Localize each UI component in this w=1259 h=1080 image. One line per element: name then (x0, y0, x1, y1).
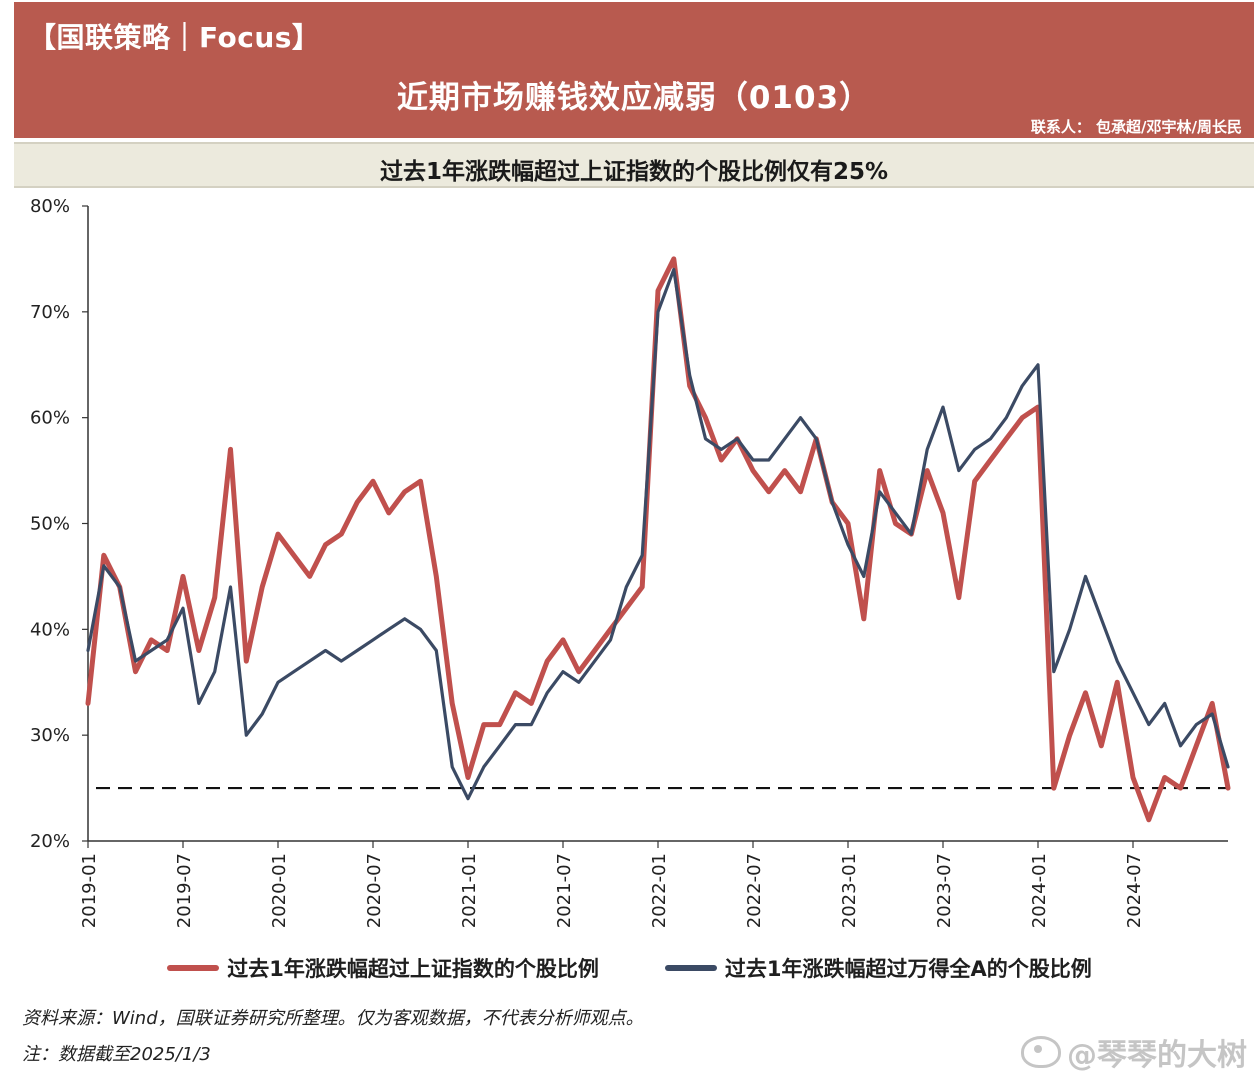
legend-label-shanghai: 过去1年涨跌幅超过上证指数的个股比例 (227, 957, 599, 981)
x-tick-label: 2024-01 (1029, 853, 1050, 928)
y-tick-label: 20% (30, 831, 70, 852)
legend-label-wind-a: 过去1年涨跌幅超过万得全A的个股比例 (724, 957, 1092, 981)
x-tick-label: 2019-07 (174, 853, 195, 928)
y-tick-label: 50% (30, 514, 70, 535)
x-tick-label: 2021-01 (459, 853, 480, 928)
series-line-wind-a (86, 267, 1230, 801)
x-tick-label: 2022-07 (744, 853, 765, 928)
y-tick-label: 30% (30, 725, 70, 746)
x-tick-label: 2024-07 (1124, 853, 1145, 928)
weibo-icon (1021, 1036, 1061, 1068)
watermark-text: @琴琴的大树 (1067, 1038, 1247, 1073)
y-tick-label: 80% (30, 196, 70, 217)
y-tick-label: 70% (30, 302, 70, 323)
chart-axes: 20% 30% 40% 50% 60% 70% 80% 2019-01 2019-07 2020-… (30, 196, 1228, 928)
legend-swatch-red (167, 965, 220, 971)
series-line-shanghai (85, 256, 1231, 823)
x-tick-label: 2020-07 (364, 853, 385, 928)
contact-line: 联系人： 包承超/邓宇林/周长民 (1030, 118, 1242, 136)
report-banner: 【国联策略｜Focus】 近期市场赚钱效应减弱（0103） 联系人： 包承超/邓… (14, 2, 1254, 138)
report-headline: 近期市场赚钱效应减弱（0103） (396, 80, 872, 116)
y-tick-label: 40% (30, 619, 70, 640)
watermark: @琴琴的大树 (1021, 1030, 1247, 1074)
source-note: 资料来源：Wind，国联证券研究所整理。仅为客观数据，不代表分析师观点。 (22, 1008, 644, 1029)
chart-legend: 过去1年涨跌幅超过上证指数的个股比例 过去1年涨跌幅超过万得全A的个股比例 (0, 953, 1259, 983)
x-tick-label: 2022-01 (649, 853, 670, 928)
x-tick-label: 2023-01 (839, 853, 860, 928)
chart-title: 过去1年涨跌幅超过上证指数的个股比例仅有25% (379, 159, 889, 185)
x-tick-label: 2020-01 (269, 853, 290, 928)
x-tick-label: 2019-01 (79, 853, 100, 928)
report-tag: 【国联策略｜Focus】 (28, 21, 321, 54)
date-note: 注：数据截至2025/1/3 (22, 1044, 211, 1065)
legend-item-shanghai: 过去1年涨跌幅超过上证指数的个股比例 (167, 953, 599, 983)
x-tick-label: 2021-07 (554, 853, 575, 928)
legend-swatch-navy (664, 965, 717, 971)
chart-title-bar: 过去1年涨跌幅超过上证指数的个股比例仅有25% (14, 142, 1254, 188)
series-lines (85, 256, 1231, 823)
legend-item-wind-a: 过去1年涨跌幅超过万得全A的个股比例 (664, 953, 1092, 983)
x-tick-label: 2023-07 (934, 853, 955, 928)
line-chart: 20% 30% 40% 50% 60% 70% 80% 2019-01 2019-07 2020-… (30, 196, 1231, 928)
y-tick-label: 60% (30, 408, 70, 429)
